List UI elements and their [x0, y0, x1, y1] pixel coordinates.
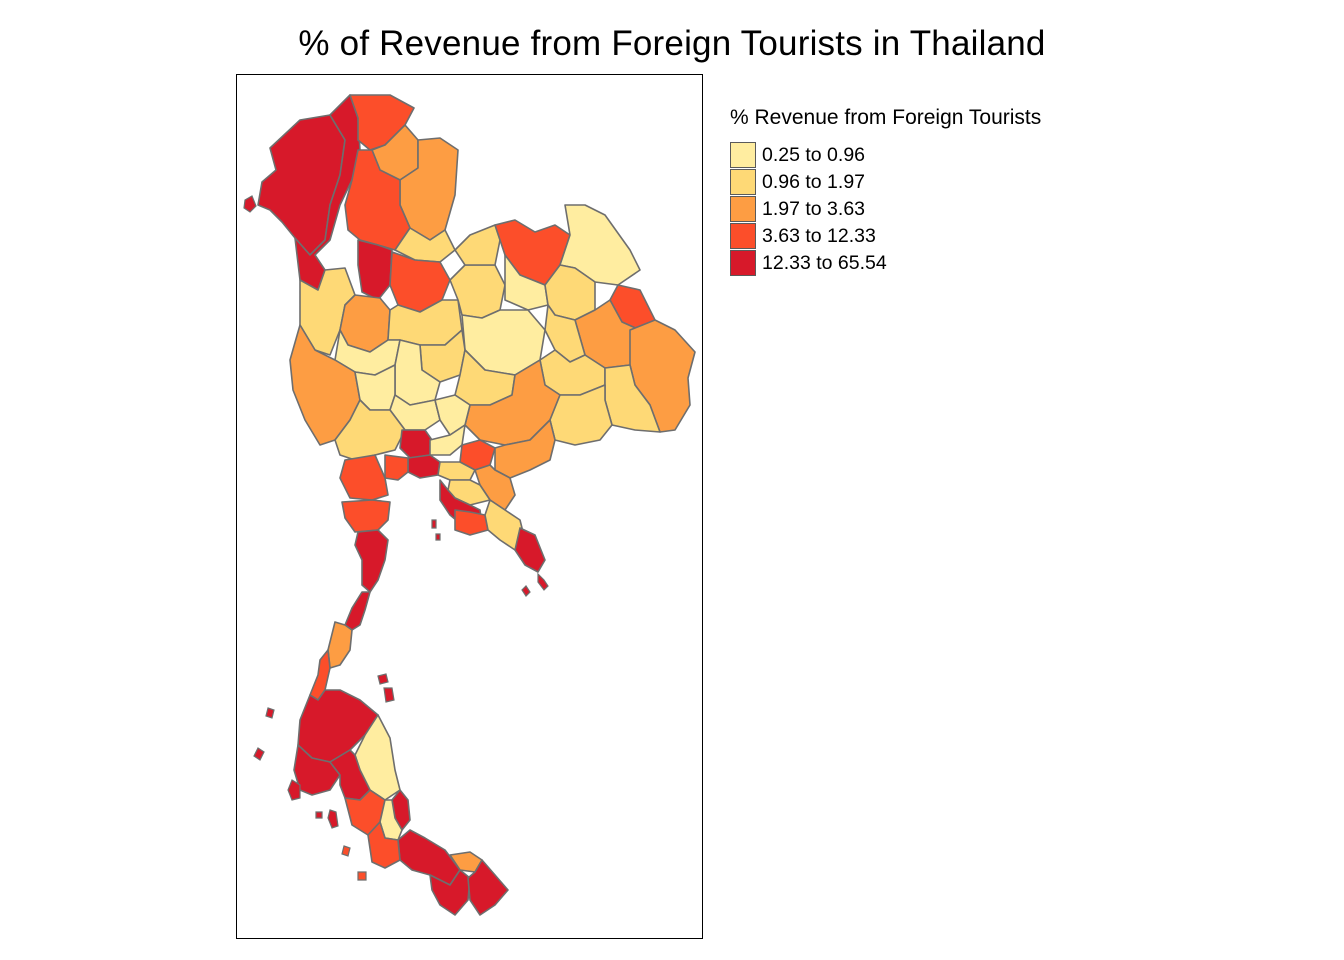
island-koh-phi-phi [315, 811, 323, 819]
island-similan [265, 707, 275, 719]
island-tarutao [357, 871, 367, 881]
province-nong-khai-west[interactable] [454, 224, 501, 266]
island-polygons [243, 195, 549, 881]
island-phuket [287, 779, 301, 801]
island-andaman-2 [243, 195, 257, 213]
province-satun[interactable] [367, 821, 401, 869]
island-koh-kood [521, 585, 531, 597]
legend-swatch [730, 196, 756, 222]
province-nonthaburi[interactable] [384, 454, 409, 481]
province-chumphon[interactable] [344, 591, 371, 631]
legend-item: 0.25 to 0.96 [730, 142, 1041, 169]
legend-item: 1.97 to 3.63 [730, 196, 1041, 223]
province-ratchaburi[interactable] [339, 454, 389, 501]
legend-swatch [730, 169, 756, 195]
legend-label: 3.63 to 12.33 [762, 225, 876, 247]
island-koh-lanta [327, 809, 339, 829]
legend-label: 12.33 to 65.54 [762, 252, 887, 274]
province-prachuap[interactable] [354, 529, 389, 593]
province-nakhon-ratchasima[interactable] [494, 419, 556, 479]
legend-item: 3.63 to 12.33 [730, 223, 1041, 250]
island-gulf-1 [431, 519, 437, 529]
legend-item: 12.33 to 65.54 [730, 250, 1041, 277]
island-koh-phangan [377, 673, 389, 685]
legend-swatch [730, 250, 756, 276]
province-narathiwat[interactable] [467, 859, 509, 916]
province-ayutthaya[interactable] [399, 429, 433, 459]
island-koh-samui [383, 687, 395, 703]
island-koh-chang [537, 572, 549, 591]
province-ranong[interactable] [327, 621, 353, 669]
island-andaman-1 [253, 747, 265, 761]
province-lamphun[interactable] [357, 239, 393, 301]
province-songkhla[interactable] [397, 829, 461, 886]
province-udon-thani[interactable] [504, 254, 549, 311]
map-frame [236, 74, 703, 939]
legend-title: % Revenue from Foreign Tourists [730, 106, 1042, 129]
map-title: % of Revenue from Foreign Tourists in Th… [298, 24, 1046, 63]
province-bangkok[interactable] [407, 454, 441, 479]
legend-label: 1.97 to 3.63 [762, 198, 866, 220]
legend-swatch [730, 223, 756, 249]
legend-item: 0.96 to 1.97 [730, 169, 1041, 196]
province-rayong[interactable] [454, 509, 489, 536]
province-phetchaburi[interactable] [341, 499, 391, 533]
island-gulf-2 [435, 533, 441, 541]
island-trang-islands [341, 845, 351, 857]
province-phang-nga[interactable] [293, 744, 341, 796]
legend-swatch [730, 142, 756, 168]
province-polygons [257, 94, 696, 916]
province-trat[interactable] [514, 527, 546, 573]
legend-label: 0.96 to 1.97 [762, 171, 866, 193]
province-yala[interactable] [429, 869, 471, 916]
legend-label: 0.25 to 0.96 [762, 144, 866, 166]
legend: % Revenue from Foreign Tourists 0.25 to … [730, 106, 1041, 277]
